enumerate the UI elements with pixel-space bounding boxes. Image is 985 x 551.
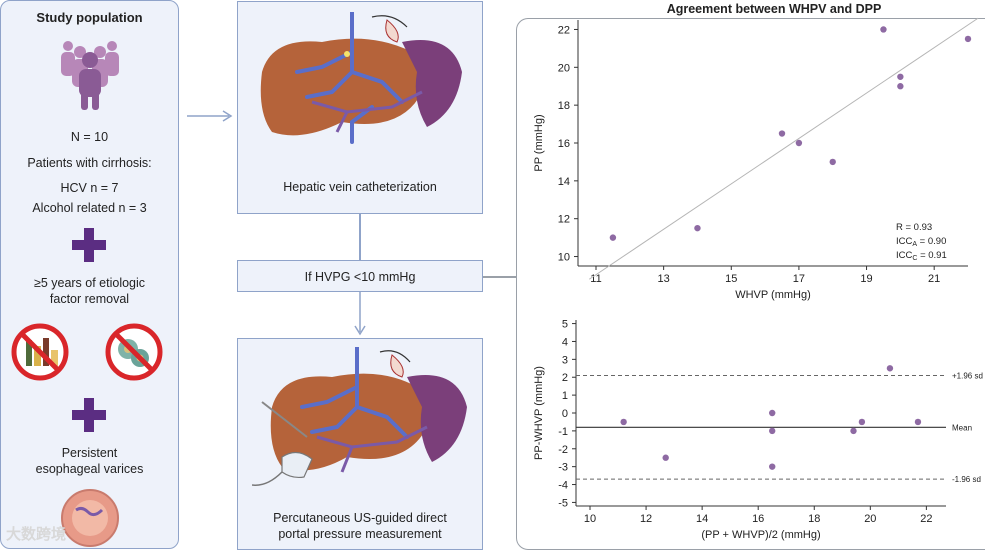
data-point	[858, 418, 866, 426]
y-tick-label: 20	[558, 62, 570, 74]
n-count: N = 10	[70, 130, 109, 144]
step2-label-line2: portal pressure measurement	[278, 527, 442, 541]
x-tick-label: 12	[640, 513, 652, 525]
data-point	[880, 26, 887, 33]
charts-svg: Agreement between WHPV and DPP 11 13 15 17 1…	[533, 2, 983, 541]
x-tick-label: 18	[808, 513, 820, 525]
people-group-icon	[61, 41, 119, 110]
data-point	[778, 130, 786, 137]
varices-line1: Persistent	[61, 446, 118, 460]
data-point	[662, 454, 669, 461]
x-axis-label: WHVP (mmHg)	[735, 289, 811, 301]
data-point	[964, 35, 972, 43]
y-tick-label: -5	[558, 497, 568, 509]
lower-limit-label: -1.96 sd	[952, 475, 981, 484]
y-tick-label: 18	[558, 100, 570, 112]
chart-title: Agreement between WHPV and DPP	[667, 2, 882, 16]
portal-pressure-box: Percutaneous US-guided direct portal pre…	[237, 338, 483, 550]
x-axis-label: (PP + WHVP)/2 (mmHg)	[701, 529, 820, 541]
regression-line	[588, 17, 979, 280]
arrow-right-icon	[187, 110, 233, 122]
y-tick-label: 0	[562, 408, 568, 420]
no-virus-icon	[105, 323, 163, 381]
data-point	[897, 73, 904, 80]
plus-icon-2	[72, 398, 106, 432]
stat-label: ICCA = 0.90	[896, 236, 946, 248]
y-tick-label: 3	[562, 354, 568, 366]
stat-label: ICCC = 0.91	[896, 250, 947, 262]
correlation-chart: 11 13 15 17 19 21 10 12 14 16 18 20 22 WHVP (mmHg) PP …	[533, 17, 979, 301]
data-point	[914, 418, 922, 426]
varices-line2: esophageal varices	[35, 462, 144, 476]
y-tick-label: 22	[558, 24, 570, 36]
no-alcohol-icon	[11, 323, 69, 381]
etiologic-line2: factor removal	[49, 292, 130, 306]
alcohol-count: Alcohol related n = 3	[32, 201, 147, 215]
mean-label: Mean	[952, 423, 972, 432]
x-tick-label: 20	[864, 513, 876, 525]
step1-label: Hepatic vein catheterization	[283, 180, 437, 194]
data-point	[609, 234, 617, 241]
y-tick-label: 12	[558, 214, 570, 226]
study-population-title: Study population	[36, 10, 143, 25]
x-tick-label: 17	[793, 273, 805, 285]
arrow-down-icon	[354, 292, 366, 336]
x-tick-label: 21	[928, 273, 940, 285]
y-tick-label: 10	[558, 252, 570, 264]
data-point	[769, 463, 776, 470]
x-tick-label: 14	[696, 513, 708, 525]
y-tick-label: 5	[562, 319, 568, 331]
plus-icon	[72, 228, 106, 262]
y-axis-label: PP (mmHg)	[533, 114, 545, 171]
hcv-count: HCV n = 7	[60, 181, 119, 195]
hepatic-vein-catheterization-box: Hepatic vein catheterization	[237, 1, 483, 214]
data-point	[769, 427, 776, 435]
stat-label: R = 0.93	[896, 222, 932, 233]
connector-line	[359, 214, 361, 260]
etiologic-line1: ≥5 years of etiologic	[33, 276, 146, 290]
upper-limit-label: +1.96 sd	[952, 371, 983, 380]
x-tick-label: 11	[590, 273, 601, 285]
cirrhosis-label: Patients with cirrhosis:	[27, 156, 152, 170]
y-tick-label: 1	[562, 390, 568, 402]
data-point	[829, 158, 836, 166]
x-tick-label: 10	[584, 513, 596, 525]
x-tick-label: 15	[725, 273, 737, 285]
connector-line-right	[483, 276, 516, 278]
esophagus-icon	[61, 489, 119, 547]
y-tick-label: -3	[558, 462, 568, 474]
y-tick-label: 16	[558, 138, 570, 150]
condition-box: If HVPG <10 mmHg	[237, 260, 483, 292]
data-point	[769, 409, 776, 417]
x-tick-label: 16	[752, 513, 764, 525]
data-point	[850, 427, 857, 435]
results-frame	[516, 18, 985, 550]
y-tick-label: -2	[558, 444, 568, 456]
data-point	[620, 418, 627, 426]
data-point	[694, 224, 701, 232]
data-point	[886, 365, 894, 372]
y-tick-label: 4	[562, 336, 568, 348]
liver-illustration-icon	[260, 12, 462, 144]
y-tick-label: 14	[558, 176, 570, 188]
condition-label: If HVPG <10 mmHg	[304, 270, 416, 284]
watermark: 大数跨境	[6, 526, 67, 543]
step2-label-line1: Percutaneous US-guided direct	[273, 511, 447, 525]
liver-ultrasound-illustration-icon	[252, 347, 467, 486]
data-point	[795, 139, 803, 147]
x-tick-label: 22	[920, 513, 932, 525]
y-tick-label: 2	[562, 372, 568, 384]
y-axis-label: PP-WHVP (mmHg)	[533, 366, 545, 460]
x-tick-label: 19	[860, 273, 872, 285]
study-population-panel: Study population N = 10 Patients with ci…	[0, 0, 179, 549]
data-point	[897, 83, 904, 90]
y-tick-label: -1	[558, 426, 568, 438]
x-tick-label: 13	[658, 273, 670, 285]
y-tick-label: -4	[558, 480, 568, 492]
